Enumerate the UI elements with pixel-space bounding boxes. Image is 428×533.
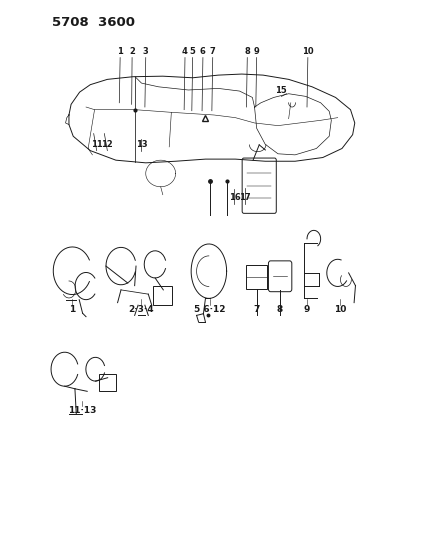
Text: 1: 1	[69, 305, 75, 314]
Text: 8: 8	[277, 305, 283, 314]
Bar	[99, 374, 116, 391]
Text: 7: 7	[253, 305, 260, 314]
Text: 11·13: 11·13	[68, 406, 96, 415]
Text: 5: 5	[190, 47, 196, 56]
Text: 13: 13	[136, 140, 147, 149]
Text: 16: 16	[229, 193, 241, 202]
Text: 9: 9	[254, 47, 259, 56]
Text: 5 6·12: 5 6·12	[194, 305, 226, 314]
Text: 4: 4	[182, 47, 188, 56]
Text: 15: 15	[276, 86, 287, 95]
Text: 6: 6	[200, 47, 206, 56]
Text: 9: 9	[304, 305, 310, 314]
Text: 7: 7	[210, 47, 216, 56]
Text: 2: 2	[129, 47, 135, 56]
Text: 5708  3600: 5708 3600	[52, 15, 135, 29]
Text: 10: 10	[302, 47, 314, 56]
Bar	[247, 265, 267, 289]
Text: 2·3·4: 2·3·4	[129, 305, 154, 314]
Text: 10: 10	[334, 305, 346, 314]
Text: 3: 3	[143, 47, 149, 56]
Text: 8: 8	[244, 47, 250, 56]
Text: 1: 1	[117, 47, 123, 56]
Bar	[153, 287, 172, 305]
Text: 11: 11	[91, 140, 103, 149]
Text: 17: 17	[239, 193, 251, 202]
Text: 12: 12	[101, 140, 113, 149]
